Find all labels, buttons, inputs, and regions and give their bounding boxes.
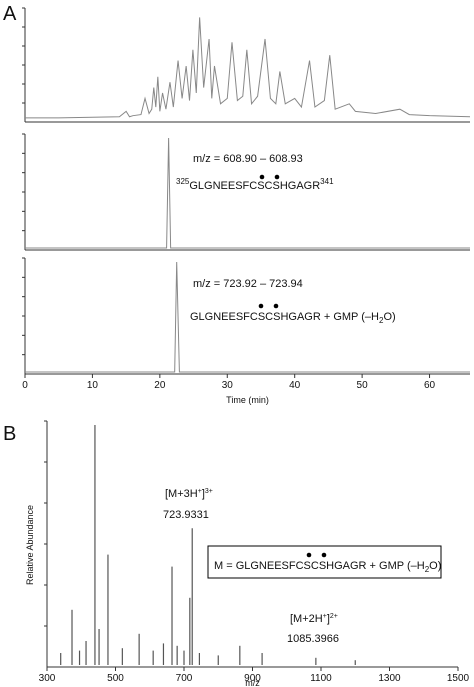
ion: [M+3H	[165, 488, 198, 500]
charge: 2+	[330, 613, 338, 620]
trace	[25, 137, 470, 249]
x-tick-label: 30	[222, 380, 234, 391]
x-tick-label: 20	[154, 380, 166, 391]
x-tick-label: 700	[176, 673, 193, 684]
ion: [M+2H	[290, 613, 323, 625]
x-tick-label: 900	[244, 673, 261, 684]
mz-range: m/z = 723.92 – 723.94	[193, 278, 303, 290]
ion: ]	[202, 488, 205, 500]
trace	[25, 261, 470, 373]
mz-range: m/z = 608.90 – 608.93	[193, 153, 303, 165]
x-tick-label: 500	[107, 673, 124, 684]
panel-label: A	[3, 3, 17, 25]
disulfide-dot	[273, 303, 279, 309]
formula-box	[207, 545, 442, 579]
subscript: 2	[379, 316, 384, 325]
peptide: GLGNEESFCSCSHGAGR + GMP (–H2O)	[190, 311, 396, 325]
charge: 3+	[205, 488, 213, 495]
sup: +	[198, 488, 202, 495]
x-axis-label: m/z	[245, 678, 260, 687]
x-tick-label: 60	[424, 380, 436, 391]
sup: +	[323, 613, 327, 620]
disulfide-dot	[306, 552, 312, 558]
disulfide-dot	[259, 174, 265, 180]
x-tick-label: 40	[289, 380, 301, 391]
x-tick-label: 1500	[447, 673, 470, 684]
y-axis-label: Relative Abundance	[25, 505, 35, 585]
trace	[25, 17, 471, 119]
x-tick-label: 300	[39, 673, 56, 684]
ion-mz: 1085.3966	[287, 633, 339, 645]
x-tick-label: 0	[22, 380, 28, 391]
ion-label: [M+2H+]2+	[290, 613, 338, 625]
x-tick-label: 10	[87, 380, 99, 391]
residue-start: 325	[176, 177, 190, 186]
disulfide-dot	[258, 303, 264, 309]
peptide: 325GLGNEESFCSCSHGAGR341	[176, 177, 334, 192]
peptide-seq: GLGNEESFCSCSHGAGR	[189, 180, 320, 192]
peptide-seq: GLGNEESFCSCSHGAGR + GMP (–H	[190, 311, 379, 323]
peptide-tail: O)	[383, 311, 395, 323]
x-tick-label: 1300	[378, 673, 401, 684]
ion-mz: 723.9331	[163, 509, 209, 521]
formula-text: M = GLGNEESFCSCSHGAGR + GMP (–H	[214, 560, 425, 572]
x-tick-label: 1100	[310, 673, 332, 684]
formula-tail: O)	[429, 560, 441, 572]
ion-label: [M+3H+]3+	[165, 488, 213, 500]
subscript: 2	[425, 565, 430, 574]
x-tick-label: 50	[357, 380, 369, 391]
residue-end: 341	[320, 177, 334, 186]
x-axis-label: Time (min)	[226, 395, 269, 405]
panel-label: B	[3, 423, 16, 445]
formula: M = GLGNEESFCSCSHGAGR + GMP (–H2O)	[214, 560, 441, 574]
disulfide-dot	[321, 552, 327, 558]
disulfide-dot	[274, 174, 280, 180]
ion: ]	[327, 613, 330, 625]
